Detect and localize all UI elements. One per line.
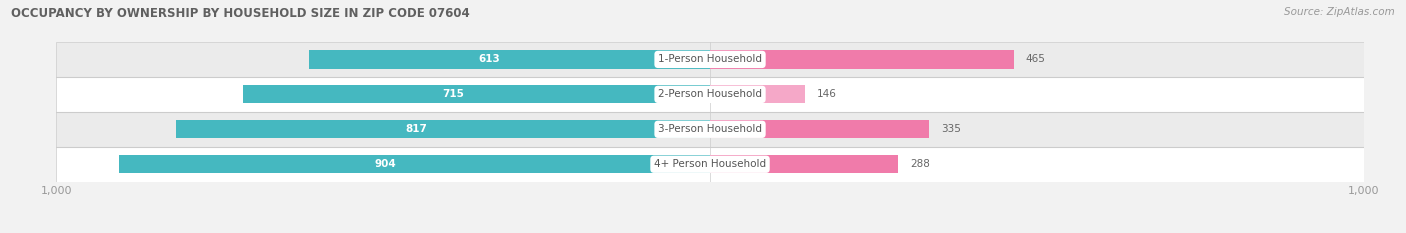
- Text: 4+ Person Household: 4+ Person Household: [654, 159, 766, 169]
- Text: 904: 904: [374, 159, 396, 169]
- Text: OCCUPANCY BY OWNERSHIP BY HOUSEHOLD SIZE IN ZIP CODE 07604: OCCUPANCY BY OWNERSHIP BY HOUSEHOLD SIZE…: [11, 7, 470, 20]
- Text: 288: 288: [910, 159, 929, 169]
- Bar: [710, 155, 898, 173]
- Bar: [56, 77, 1364, 112]
- Bar: [309, 50, 710, 69]
- Text: 817: 817: [405, 124, 427, 134]
- Bar: [710, 85, 806, 103]
- Text: 3-Person Household: 3-Person Household: [658, 124, 762, 134]
- Text: 2-Person Household: 2-Person Household: [658, 89, 762, 99]
- Text: 465: 465: [1026, 55, 1046, 64]
- Text: 335: 335: [941, 124, 960, 134]
- Bar: [710, 120, 929, 138]
- Text: 146: 146: [817, 89, 837, 99]
- Bar: [56, 147, 1364, 182]
- Text: Source: ZipAtlas.com: Source: ZipAtlas.com: [1284, 7, 1395, 17]
- Text: 715: 715: [441, 89, 464, 99]
- Text: 1-Person Household: 1-Person Household: [658, 55, 762, 64]
- Bar: [710, 50, 1014, 69]
- Bar: [56, 112, 1364, 147]
- Bar: [120, 155, 710, 173]
- Bar: [176, 120, 710, 138]
- Text: 613: 613: [478, 55, 501, 64]
- Bar: [56, 42, 1364, 77]
- Bar: [243, 85, 710, 103]
